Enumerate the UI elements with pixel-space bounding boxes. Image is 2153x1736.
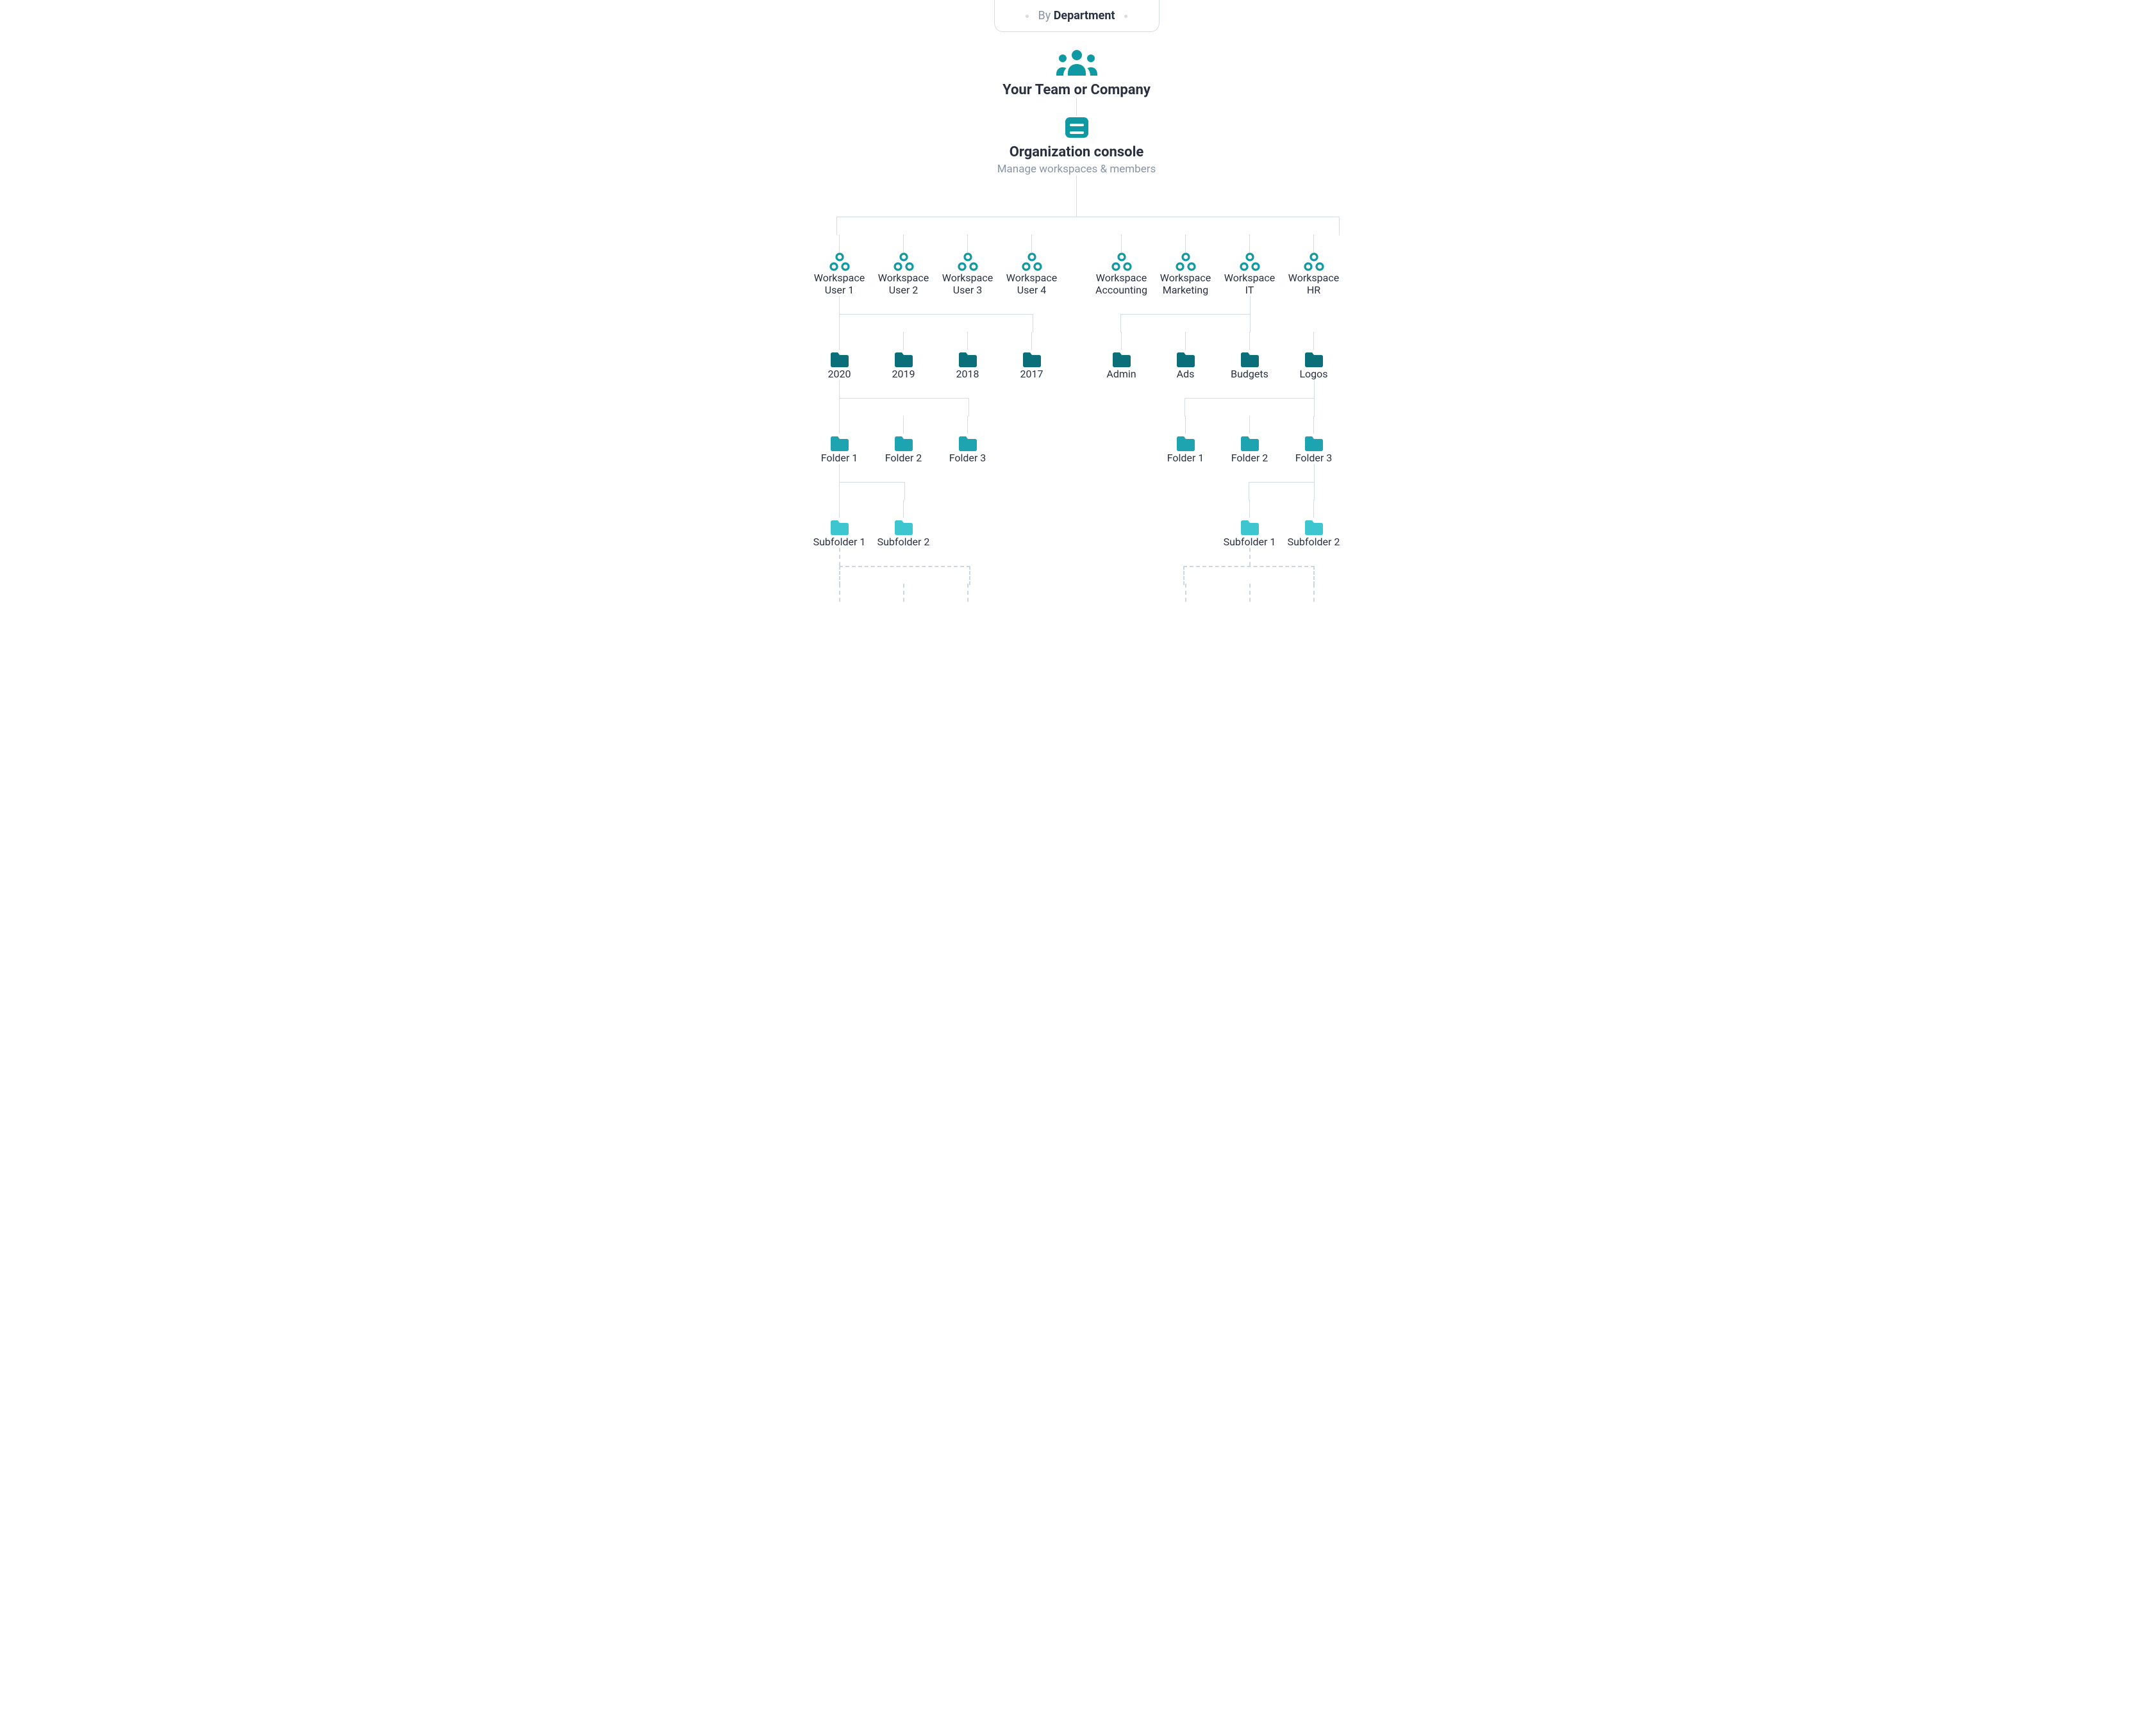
connector-dashed bbox=[903, 584, 904, 602]
folder-icon bbox=[893, 350, 915, 368]
placeholder-row bbox=[808, 566, 1000, 602]
dot-icon bbox=[1124, 15, 1127, 18]
folder-node[interactable]: Budgets bbox=[1218, 332, 1282, 380]
workspace-icon bbox=[1303, 252, 1325, 272]
connector bbox=[1249, 482, 1315, 500]
connector bbox=[1120, 314, 1251, 333]
connector bbox=[1314, 464, 1315, 482]
folder-icon bbox=[1303, 434, 1325, 452]
folder-icon bbox=[893, 434, 915, 452]
folders-row: Admin Ads Budgets Logos bbox=[1090, 314, 1346, 380]
connector bbox=[839, 482, 905, 500]
console-title: Organization console bbox=[1010, 144, 1144, 160]
connector bbox=[839, 398, 969, 417]
folder-node[interactable]: Folder 2 bbox=[872, 416, 936, 464]
folder-node[interactable]: Subfolder 2 bbox=[1282, 500, 1346, 548]
folder-icon bbox=[957, 434, 979, 452]
workspace-icon bbox=[957, 252, 979, 272]
connector bbox=[1076, 176, 1077, 217]
folder-icon bbox=[1239, 518, 1261, 536]
org-tree-diagram: By Department Your Team or Company Organ… bbox=[689, 0, 1465, 640]
workspace-icon bbox=[1239, 252, 1261, 272]
connector-dashed bbox=[1249, 548, 1251, 566]
subsubfolders-row: Subfolder 1 Subfolder 2 bbox=[1218, 482, 1346, 548]
folder-icon bbox=[829, 350, 851, 368]
folder-node[interactable]: Subfolder 1 bbox=[1218, 500, 1282, 548]
folder-node[interactable]: Folder 1 bbox=[1154, 416, 1218, 464]
workspaces-row: WorkspaceUser 1 WorkspaceUser 2 Workspac… bbox=[689, 217, 1465, 296]
connector-dashed bbox=[967, 584, 968, 602]
connector-dashed bbox=[839, 548, 840, 566]
folder-node[interactable]: 2017 bbox=[1000, 332, 1064, 380]
connector bbox=[836, 217, 1340, 235]
subfolders-row: Folder 1 Folder 2 Folder 3 bbox=[1154, 398, 1346, 464]
connector bbox=[839, 464, 840, 482]
workspace-node[interactable]: WorkspaceAccounting bbox=[1090, 235, 1154, 296]
folder-node[interactable]: Folder 2 bbox=[1218, 416, 1282, 464]
connector-dashed bbox=[1185, 584, 1186, 602]
workspace-node[interactable]: WorkspaceUser 3 bbox=[936, 235, 1000, 296]
folder-icon bbox=[1239, 434, 1261, 452]
subfolders-row: Folder 1 Folder 2 Folder 3 bbox=[808, 398, 1000, 464]
folder-node[interactable]: Ads bbox=[1154, 332, 1218, 380]
dot-icon bbox=[1026, 15, 1029, 18]
folder-icon bbox=[829, 434, 851, 452]
group-icon bbox=[1054, 49, 1100, 77]
workspace-icon bbox=[893, 252, 915, 272]
tab-label: By Department bbox=[1038, 9, 1115, 22]
folder-icon bbox=[957, 350, 979, 368]
folder-icon bbox=[1175, 350, 1197, 368]
connector bbox=[839, 314, 1033, 333]
workspace-icon bbox=[1175, 252, 1197, 272]
view-by-tab[interactable]: By Department bbox=[994, 0, 1160, 32]
console-subtitle: Manage workspaces & members bbox=[997, 163, 1156, 176]
connector bbox=[1185, 398, 1315, 417]
workspace-node[interactable]: WorkspaceUser 4 bbox=[1000, 235, 1064, 296]
folder-node[interactable]: Folder 1 bbox=[808, 416, 872, 464]
placeholder-row bbox=[1154, 566, 1346, 602]
folder-icon bbox=[1303, 518, 1325, 536]
connector bbox=[839, 380, 840, 398]
folder-node[interactable]: Subfolder 2 bbox=[872, 500, 936, 548]
workspace-icon bbox=[1111, 252, 1133, 272]
folder-icon bbox=[829, 518, 851, 536]
folder-node[interactable]: Logos bbox=[1282, 332, 1346, 380]
folder-node[interactable]: Folder 3 bbox=[1282, 416, 1346, 464]
console-node[interactable]: Organization console Manage workspaces &… bbox=[689, 116, 1465, 176]
connector-dashed bbox=[1183, 566, 1315, 585]
folder-icon bbox=[1175, 434, 1197, 452]
workspace-node[interactable]: WorkspaceIT bbox=[1218, 235, 1282, 296]
folder-icon bbox=[1303, 350, 1325, 368]
folder-node[interactable]: 2018 bbox=[936, 332, 1000, 380]
folders-row: 2020 2019 2018 2017 bbox=[808, 314, 1064, 380]
root-title: Your Team or Company bbox=[1002, 82, 1151, 98]
connector-dashed bbox=[1249, 584, 1251, 602]
folder-node[interactable]: Folder 3 bbox=[936, 416, 1000, 464]
folder-icon bbox=[893, 518, 915, 536]
connector bbox=[839, 296, 840, 314]
connector-dashed bbox=[839, 566, 970, 585]
folder-node[interactable]: Admin bbox=[1090, 332, 1154, 380]
connector-dashed bbox=[1313, 584, 1315, 602]
connector bbox=[1250, 296, 1251, 314]
workspace-node[interactable]: WorkspaceHR bbox=[1282, 235, 1346, 296]
connector bbox=[1314, 380, 1315, 398]
workspace-node[interactable]: WorkspaceUser 1 bbox=[808, 235, 872, 296]
folder-icon bbox=[1021, 350, 1043, 368]
workspace-node[interactable]: WorkspaceMarketing bbox=[1154, 235, 1218, 296]
workspace-node[interactable]: WorkspaceUser 2 bbox=[872, 235, 936, 296]
folder-icon bbox=[1239, 350, 1261, 368]
folder-node[interactable]: 2019 bbox=[872, 332, 936, 380]
folder-node[interactable]: Subfolder 1 bbox=[808, 500, 872, 548]
connector bbox=[1076, 98, 1077, 116]
folder-icon bbox=[1111, 350, 1133, 368]
root-node: Your Team or Company bbox=[689, 49, 1465, 98]
console-icon bbox=[1064, 116, 1090, 139]
workspace-icon bbox=[1021, 252, 1043, 272]
subsubfolders-row: Subfolder 1 Subfolder 2 bbox=[808, 482, 936, 548]
folder-node[interactable]: 2020 bbox=[808, 332, 872, 380]
workspace-icon bbox=[829, 252, 851, 272]
connector-dashed bbox=[839, 584, 840, 602]
